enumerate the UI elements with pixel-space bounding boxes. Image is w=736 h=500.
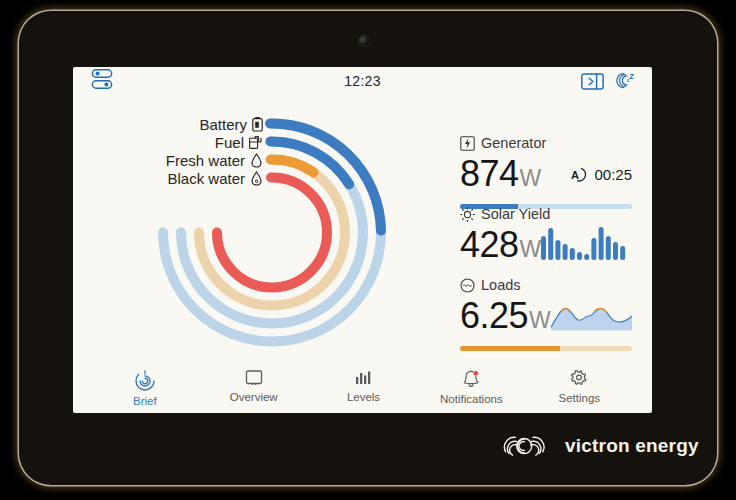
svg-text:A: A: [571, 169, 579, 181]
